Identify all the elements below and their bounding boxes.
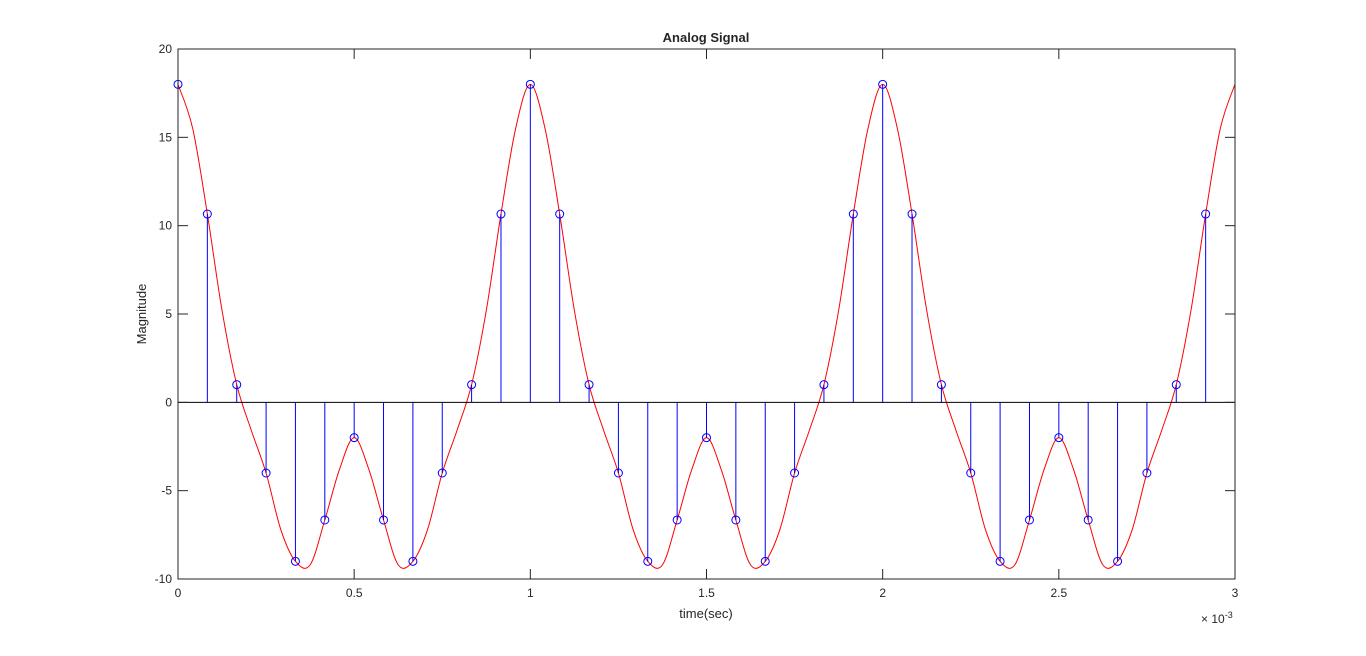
sample-marker-7 [379,515,389,525]
x-tick-label-4: 2 [879,586,886,600]
sample-marker-21 [790,468,800,478]
x-tick-label-0: 0 [175,586,182,600]
y-tick-label-4: 10 [159,219,173,233]
sample-marker-24 [878,79,888,89]
y-tick-label-6: 20 [159,42,173,56]
sample-marker-23 [848,209,858,219]
sample-marker-15 [613,468,623,478]
sample-marker-27 [966,468,976,478]
sample-marker-10 [467,380,477,390]
sample-marker-16 [643,556,653,566]
sample-marker-20 [760,556,770,566]
sample-marker-31 [1083,515,1093,525]
y-tick-label-2: 0 [165,395,172,409]
x-tick-label-1: 0.5 [346,586,363,600]
sample-marker-34 [1171,380,1181,390]
sample-marker-4 [290,556,300,566]
sample-marker-25 [907,209,917,219]
sample-marker-1 [202,209,212,219]
analog-signal-curve [177,83,1236,569]
sample-marker-32 [1113,556,1123,566]
tick-layer: 0 0.5 1 1.5 2 2.5 3 -10 -5 0 5 10 15 20 [155,42,1239,600]
sample-marker-6 [349,433,359,443]
sample-marker-8 [408,556,418,566]
x-tick-label-2: 1 [527,586,534,600]
sample-marker-3 [261,468,271,478]
sample-marker-22 [819,380,829,390]
sample-marker-26 [936,380,946,390]
sample-marker-35 [1201,209,1211,219]
x-axis-label: time(sec) [679,606,732,621]
sample-marker-29 [1024,515,1034,525]
sample-marker-14 [584,380,594,390]
y-tick-label-1: -5 [161,484,172,498]
y-axis-label: Magnitude [134,284,149,345]
x-axis-exponent-base: × 10 [1201,612,1225,626]
sample-marker-9 [437,468,447,478]
y-tick-label-0: -10 [155,572,173,586]
y-tick-label-5: 15 [159,130,173,144]
x-tick-label-6: 3 [1232,586,1239,600]
x-axis-exponent-label: × 10-3 [1201,610,1233,626]
sample-marker-11 [496,209,506,219]
x-tick-label-5: 2.5 [1050,586,1067,600]
plot-area-background [178,49,1235,579]
sample-marker-13 [555,209,565,219]
y-tick-label-3: 5 [165,307,172,321]
sample-marker-18 [702,433,711,443]
sample-marker-30 [1054,433,1064,443]
sample-marker-19 [731,515,741,525]
sample-marker-33 [1142,468,1152,478]
series-layer [173,79,1236,569]
sample-marker-5 [320,515,330,525]
x-tick-label-3: 1.5 [698,586,715,600]
sample-marker-17 [672,515,682,525]
sample-marker-12 [525,79,535,89]
sample-marker-2 [232,380,242,390]
chart-title: Analog Signal [663,30,750,45]
sample-marker-28 [995,556,1005,566]
x-axis-exponent-power: -3 [1225,610,1233,620]
